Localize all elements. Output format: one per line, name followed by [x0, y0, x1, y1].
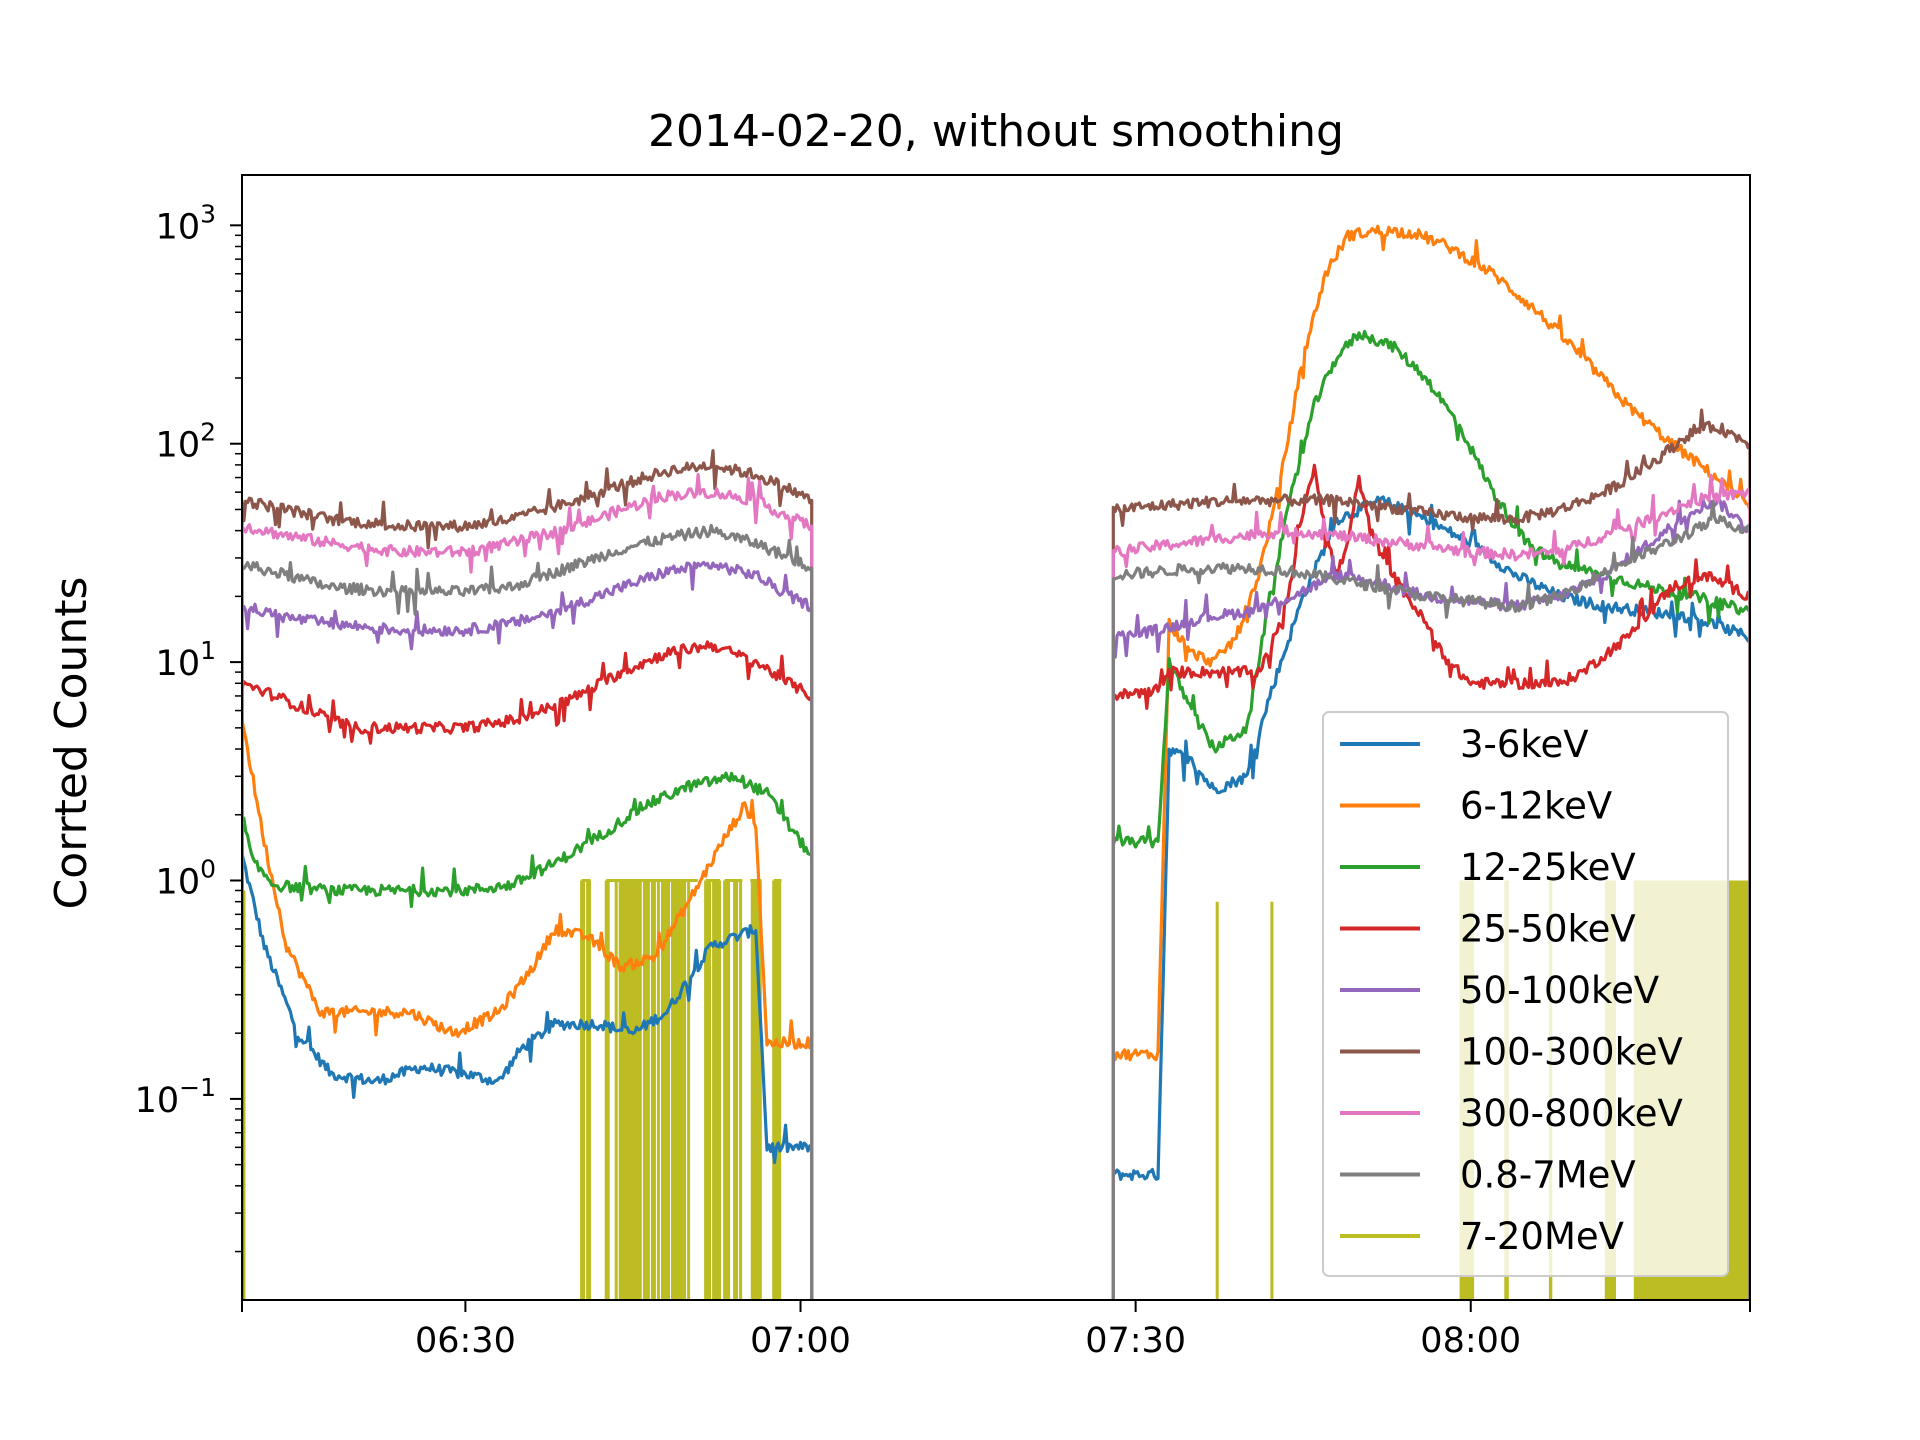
series-line-0.8-7MeV-seg1 [242, 523, 814, 1300]
x-tick-label: 06:30 [415, 1321, 516, 1361]
x-axis: 06:30 07:00 07:30 08:00 [241, 1300, 1751, 1361]
y-tick-label: 10−1 [135, 1073, 216, 1121]
y-tick-label: 101 [156, 636, 216, 684]
chart-title: 2014-02-20, without smoothing [648, 106, 1344, 157]
y-tick-label: 100 [156, 855, 216, 903]
series-line-3-6keV-seg2 [1111, 495, 1750, 1300]
x-tick-label: 08:00 [1420, 1321, 1521, 1361]
series-line-300-800keV-seg2 [1111, 473, 1750, 1300]
legend-label-300-800keV: 300-800keV [1460, 1092, 1683, 1135]
legend-label-100-300keV: 100-300keV [1460, 1031, 1683, 1074]
series-line-12-25keV-seg2 [1111, 329, 1750, 1300]
series-line-25-50keV-seg1 [242, 640, 814, 1300]
y-tick-label: 103 [156, 199, 216, 247]
series-line-100-300keV-seg2 [1111, 408, 1750, 1300]
legend-label-6-12keV: 6-12keV [1460, 785, 1612, 828]
legend-label-7-20MeV: 7-20MeV [1460, 1215, 1624, 1258]
x-tick-label: 07:30 [1085, 1321, 1186, 1361]
legend: 3-6keV 6-12keV 12-25keV 25-50keV 50-100keV 10… [1322, 711, 1729, 1277]
legend-label-0.8-7MeV: 0.8-7MeV [1460, 1154, 1636, 1197]
legend-label-25-50keV: 25-50keV [1460, 908, 1636, 951]
series-line-6-12keV-seg1 [242, 719, 814, 1300]
series-line-100-300keV-seg1 [242, 449, 814, 1300]
legend-label-50-100keV: 50-100keV [1460, 969, 1659, 1012]
series-line-300-800keV-seg1 [242, 473, 814, 1300]
legend-label-12-25keV: 12-25keV [1460, 846, 1636, 889]
series-line-12-25keV-seg1 [242, 771, 814, 1300]
series-line-50-100keV-seg2 [1111, 496, 1750, 1300]
series-line-3-6keV-seg1 [242, 852, 814, 1300]
y-axis: 103 102 101 100 10−1 [135, 199, 242, 1253]
legend-label-3-6keV: 3-6keV [1460, 723, 1589, 766]
plot-area-frame [241, 174, 1751, 1301]
series-line-0.8-7MeV-seg2 [1111, 499, 1750, 1300]
series-lines [242, 224, 1750, 1300]
x-tick-label: 07:00 [750, 1321, 851, 1361]
series-line-25-50keV-seg2 [1111, 463, 1750, 1300]
series-line-50-100keV-seg1 [242, 560, 814, 1300]
series-line-6-12keV-seg2 [1111, 224, 1750, 1300]
legend-box [1322, 711, 1729, 1277]
y-tick-label: 102 [156, 418, 216, 466]
y-axis-label: Corrted Counts [46, 577, 97, 910]
